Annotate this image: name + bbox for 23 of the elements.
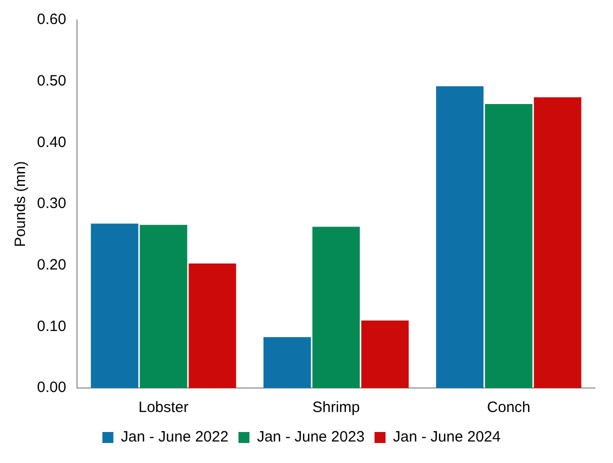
bar — [484, 104, 532, 388]
x-tick-label: Conch — [487, 399, 530, 416]
bar — [436, 86, 484, 388]
legend-label: Jan - June 2022 — [120, 428, 228, 446]
y-tick-label: 0.50 — [36, 72, 66, 90]
bar — [188, 263, 236, 388]
legend-label: Jan - June 2024 — [393, 428, 501, 446]
x-tick-label: Shrimp — [312, 399, 360, 416]
x-tick-label: Lobster — [138, 399, 189, 416]
bar — [312, 226, 360, 388]
y-tick-label: 0.10 — [36, 318, 66, 335]
bar — [140, 224, 188, 388]
bar — [534, 97, 582, 388]
legend-label: Jan - June 2023 — [256, 428, 365, 446]
bar — [361, 320, 409, 388]
y-tick-label: 0.30 — [36, 195, 66, 212]
y-tick-label: 0.20 — [36, 256, 66, 274]
y-tick-label: 0.00 — [36, 379, 66, 396]
bar — [263, 337, 311, 388]
y-tick-label: 0.60 — [36, 11, 66, 28]
y-axis-title: Pounds (mn) — [12, 161, 30, 247]
bar — [90, 224, 138, 388]
y-tick-label: 0.40 — [36, 134, 66, 151]
